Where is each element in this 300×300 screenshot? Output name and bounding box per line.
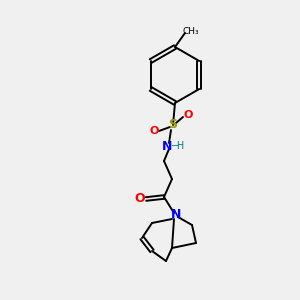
Text: O: O: [149, 126, 159, 136]
Text: O: O: [183, 110, 193, 120]
Text: N: N: [162, 140, 172, 152]
Text: S: S: [169, 118, 178, 131]
Text: N: N: [171, 208, 181, 221]
Text: O: O: [135, 193, 145, 206]
Text: ─H: ─H: [171, 141, 184, 151]
Text: CH₃: CH₃: [183, 26, 199, 35]
